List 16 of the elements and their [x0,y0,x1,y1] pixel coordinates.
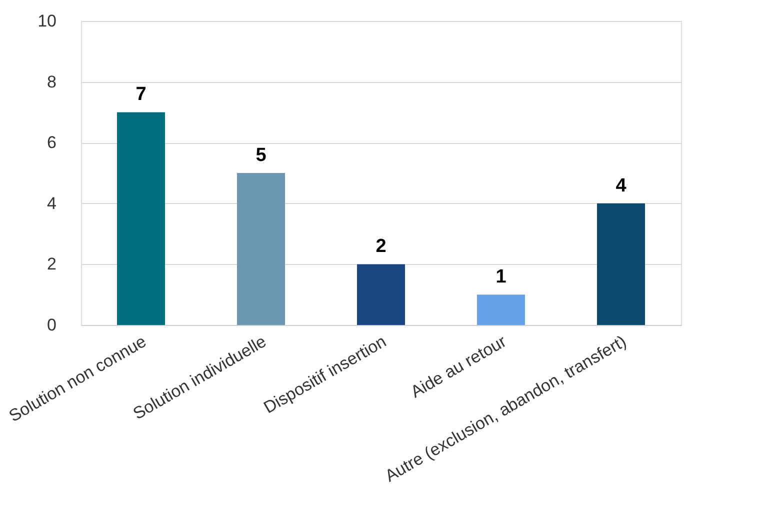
bar [237,173,285,325]
bar [117,112,165,325]
y-tick-label: 0 [47,316,56,334]
y-tick-label: 2 [47,254,56,274]
y-tick-label: 8 [47,72,56,92]
bar [357,264,405,325]
data-label: 7 [136,84,146,106]
y-tick-label: 10 [38,12,56,30]
data-label: 1 [496,266,507,288]
y-tick-label: 4 [47,194,56,213]
data-label: 4 [616,175,627,196]
bar [597,203,645,325]
data-label: 5 [256,145,267,166]
data-label: 2 [376,236,386,258]
bar [477,294,525,325]
y-tick-label: 6 [47,133,56,152]
